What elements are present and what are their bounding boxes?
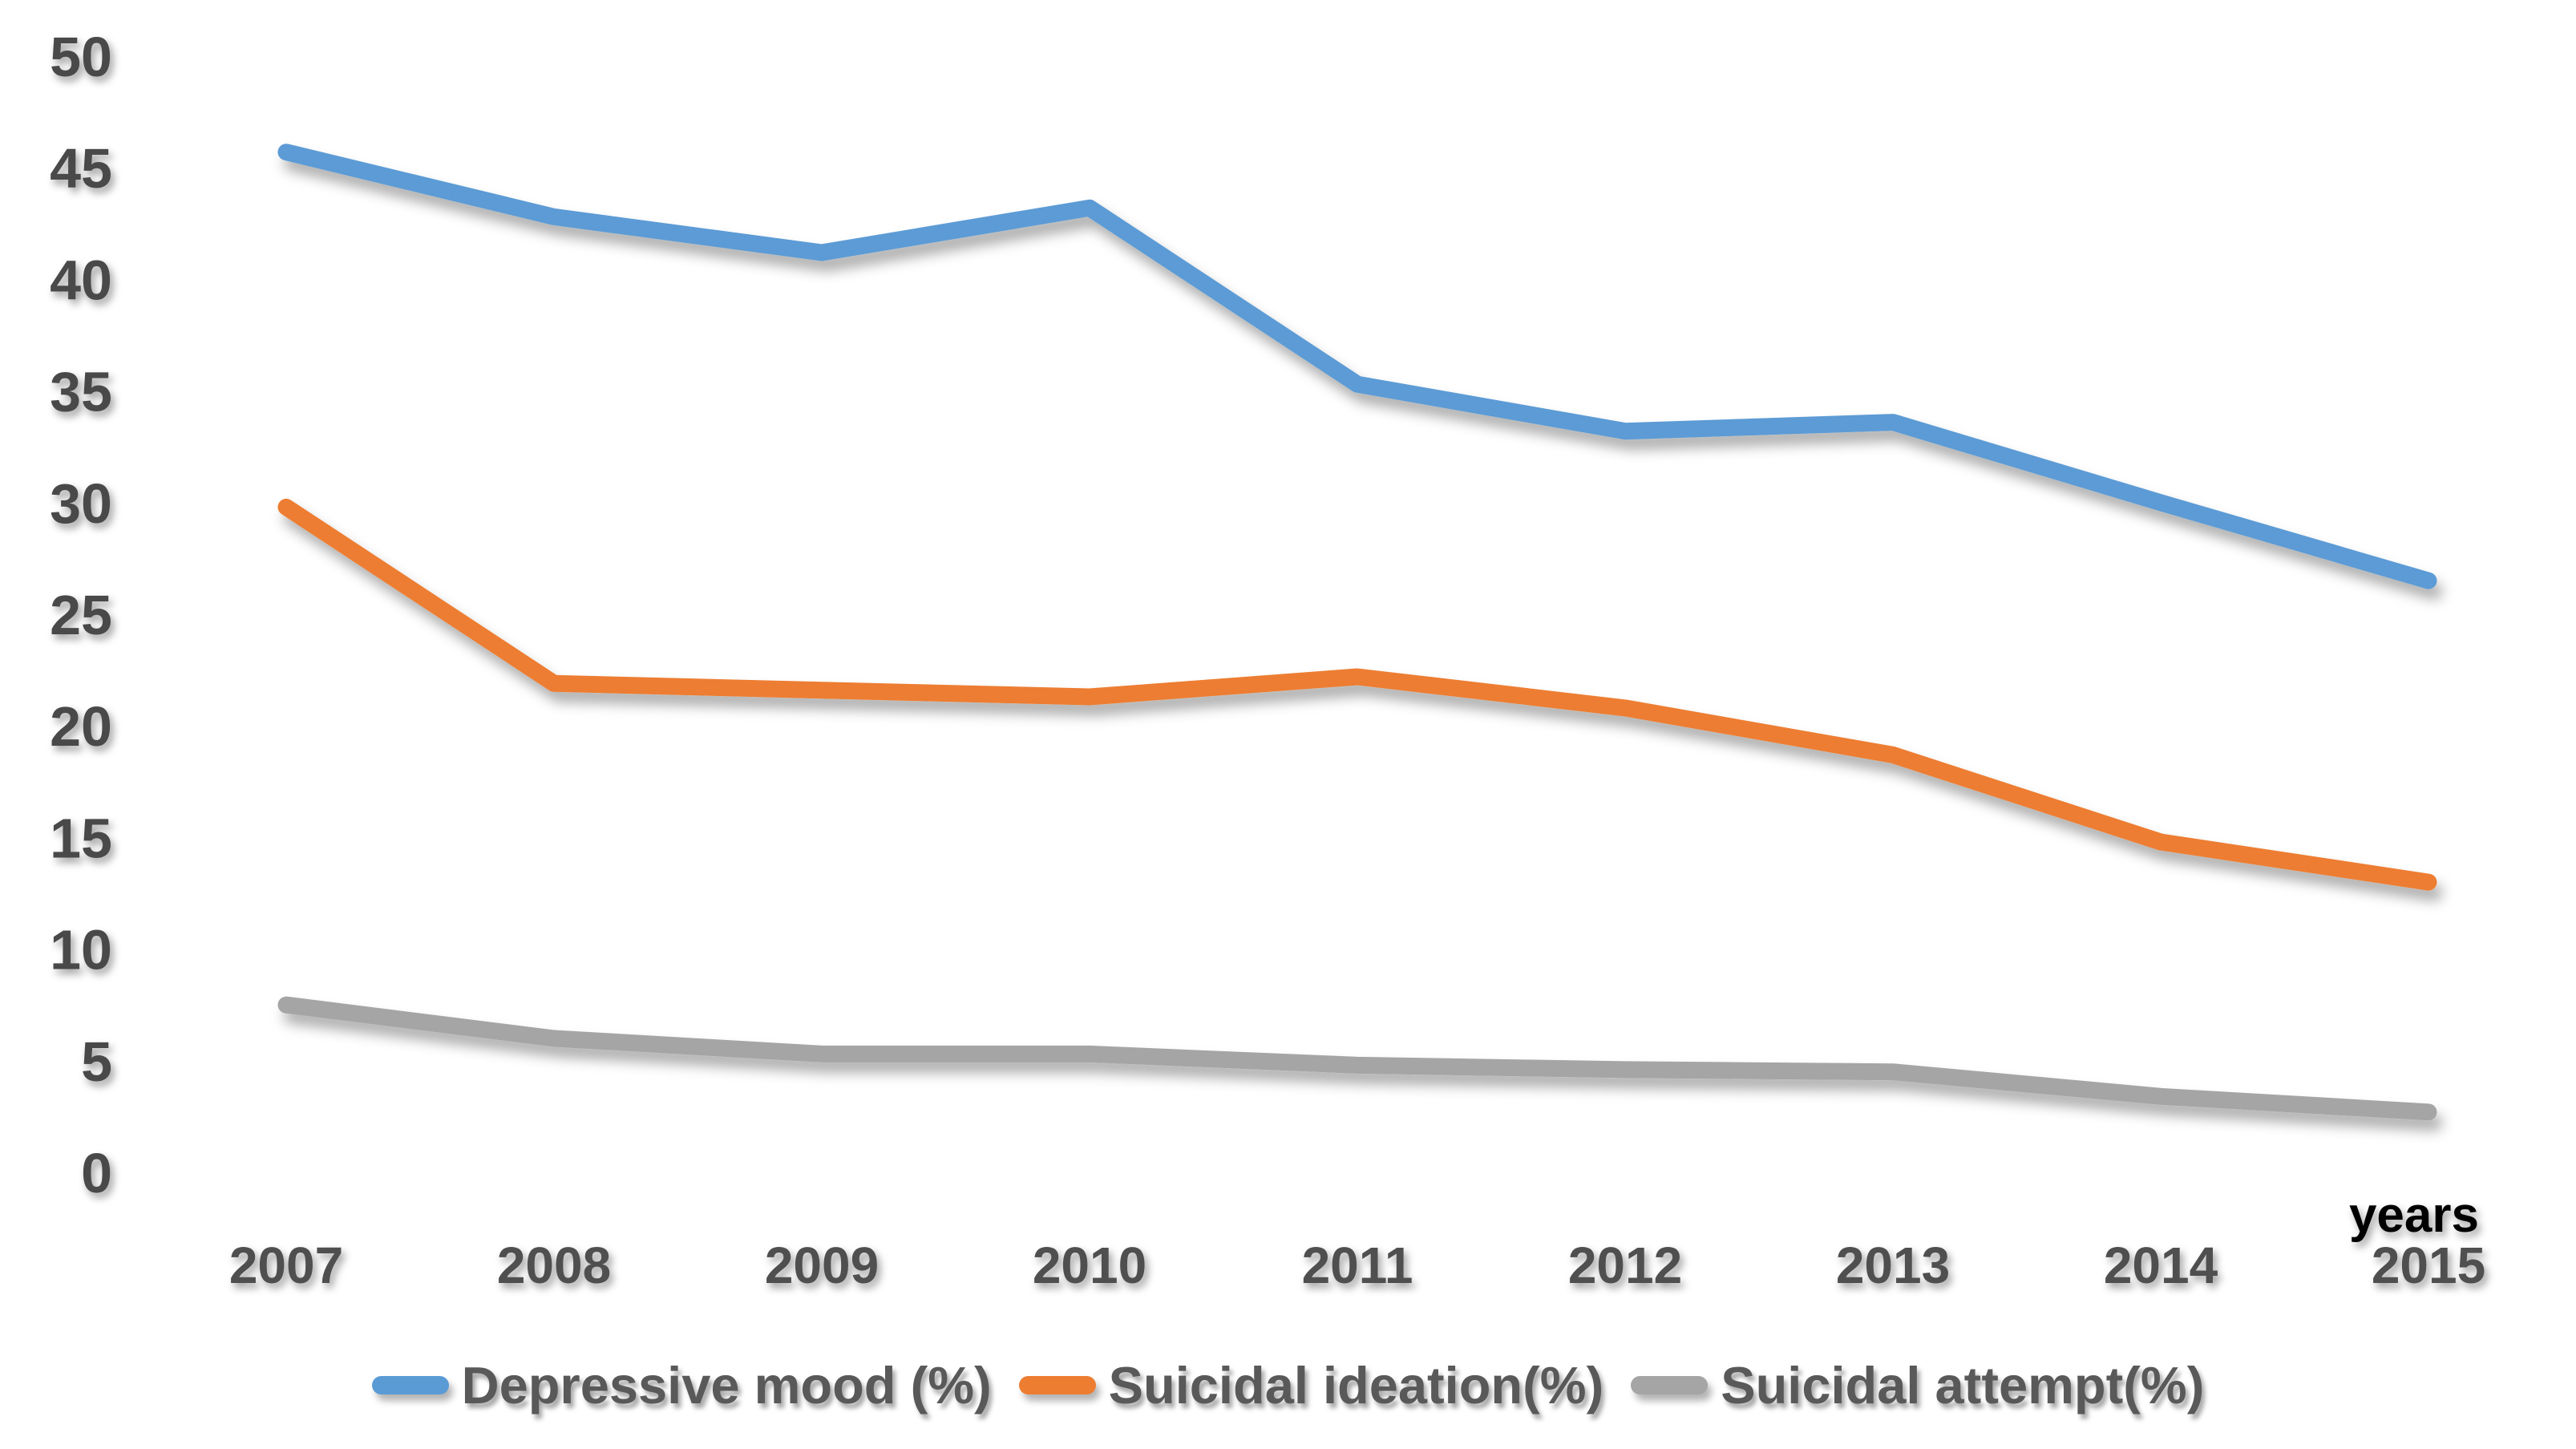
series-line-suicidal-attempt <box>277 996 2437 1121</box>
legend-swatch-suicidal-attempt <box>1631 1375 1709 1394</box>
legend-label-suicidal-ideation: Suicidal ideation(%) <box>1108 1355 1604 1415</box>
y-tick-label: 45 <box>50 137 112 200</box>
x-axis-title: years <box>2349 1188 2479 1243</box>
y-tick-label: 30 <box>50 472 112 535</box>
legend-label-suicidal-attempt: Suicidal attempt(%) <box>1721 1355 2205 1415</box>
chart-legend: Depressive mood (%) Suicidal ideation(%) S… <box>0 1341 2576 1429</box>
x-tick-label-2007: 2007 <box>229 1237 343 1294</box>
series-line-suicidal-ideation <box>277 498 2437 891</box>
y-tick-label: 20 <box>50 695 112 758</box>
series-line-depressive-mood <box>277 144 2437 589</box>
x-tick-label-2012: 2012 <box>1568 1237 1682 1294</box>
y-tick-label: 25 <box>50 584 112 646</box>
y-tick-label: 5 <box>81 1030 112 1093</box>
y-tick-label: 10 <box>50 919 112 982</box>
legend-swatch-depressive-mood <box>371 1375 449 1394</box>
y-tick-label: 0 <box>81 1142 112 1204</box>
chart-plot-area: 0 5 10 15 20 25 30 35 40 45 50 2007 2008 2009 2010 2011… <box>50 26 2489 1294</box>
y-tick-label: 15 <box>50 807 112 869</box>
x-tick-label-2014: 2014 <box>2104 1237 2218 1294</box>
x-axis-labels: 2007 2008 2009 2010 2011 2012 2013 2014 2015 <box>229 1237 2485 1294</box>
legend-item-suicidal-ideation: Suicidal ideation(%) <box>1018 1355 1604 1415</box>
legend-item-depressive-mood: Depressive mood (%) <box>371 1355 992 1415</box>
x-tick-label-2013: 2013 <box>1836 1237 1950 1294</box>
legend-item-suicidal-attempt: Suicidal attempt(%) <box>1631 1355 2204 1415</box>
y-tick-label: 50 <box>50 26 112 88</box>
y-axis: 0 5 10 15 20 25 30 35 40 45 50 <box>50 26 161 1204</box>
x-tick-label-2011: 2011 <box>1302 1237 1413 1294</box>
y-tick-label: 35 <box>50 361 112 423</box>
x-tick-label-2010: 2010 <box>1033 1237 1146 1294</box>
x-tick-label-2009: 2009 <box>765 1237 879 1294</box>
legend-swatch-suicidal-ideation <box>1018 1375 1096 1394</box>
y-tick-label: 40 <box>50 249 112 311</box>
x-tick-label-2015: 2015 <box>2372 1237 2485 1294</box>
legend-label-depressive-mood: Depressive mood (%) <box>461 1355 992 1415</box>
x-tick-label-2008: 2008 <box>497 1237 611 1294</box>
